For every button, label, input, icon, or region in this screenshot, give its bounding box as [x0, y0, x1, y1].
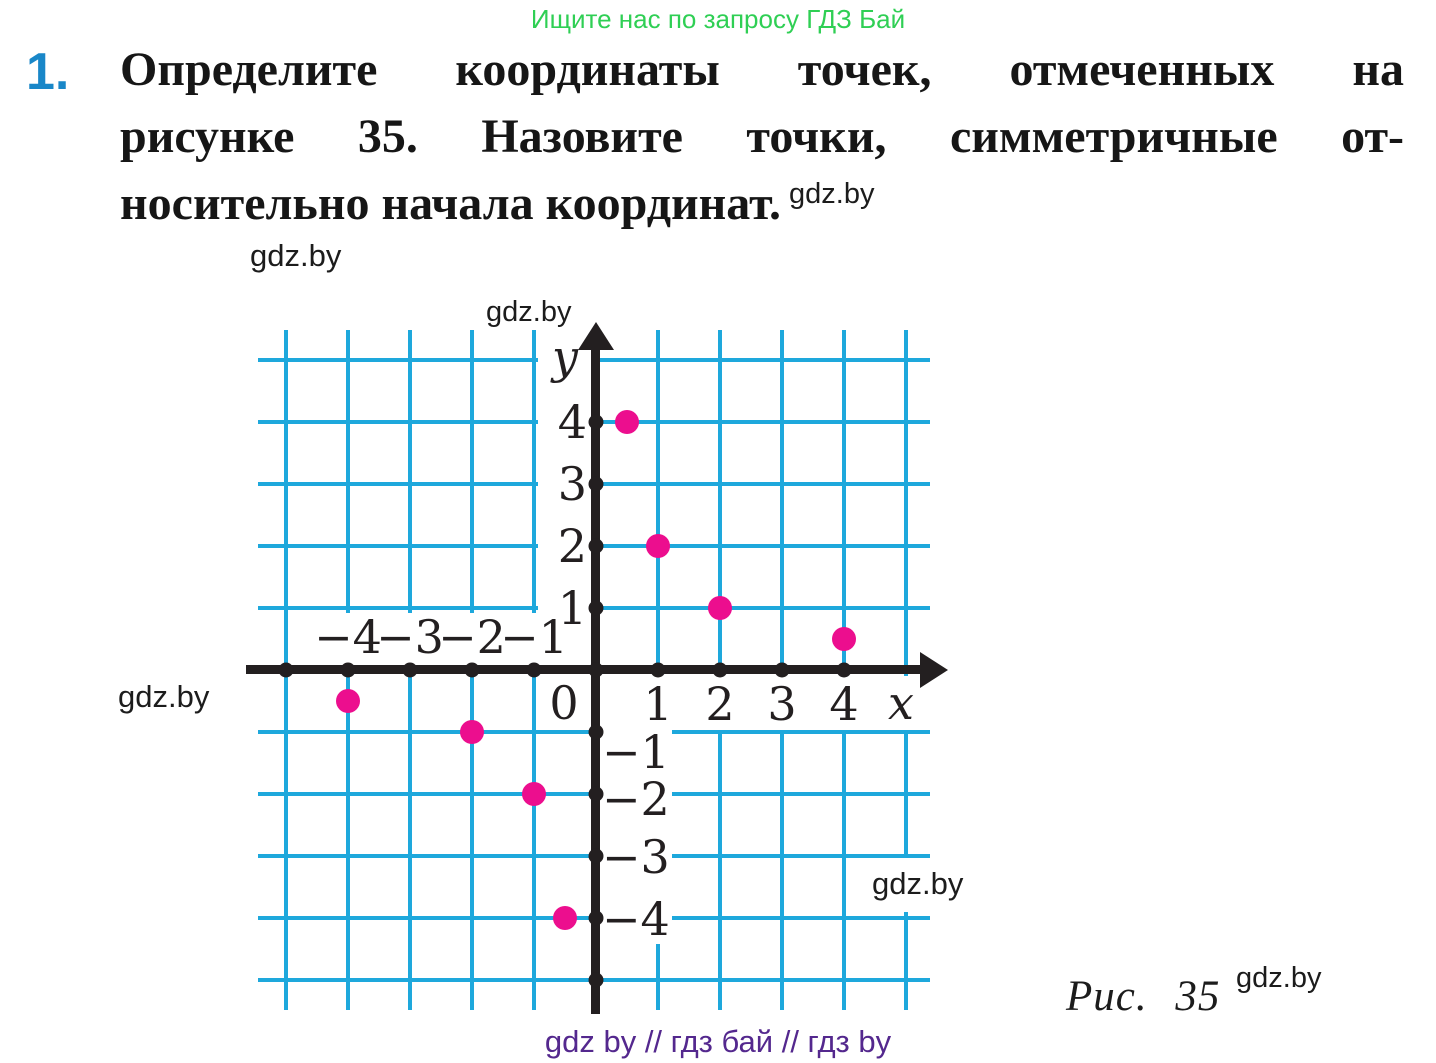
x-axis-tick-dot — [464, 662, 480, 678]
problem-statement: Определите координаты точек, отмеченных … — [120, 36, 1404, 244]
y-tick-label: −3 — [602, 830, 670, 884]
y-tick-label: 1 — [557, 581, 587, 635]
grid-label-mask — [538, 330, 594, 667]
watermark-caption-side: gdz.by — [1236, 962, 1322, 994]
origin-label: 0 — [549, 676, 579, 730]
figure-caption: Рис. 35 — [1066, 973, 1221, 1020]
y-axis-tick-dot — [588, 476, 604, 492]
x-tick-label: 3 — [767, 677, 797, 731]
grid-label-mask — [305, 613, 563, 666]
watermark-in-grid: gdz.by — [872, 866, 964, 901]
grid-label-mask — [542, 676, 592, 730]
x-axis-tick-dot — [774, 662, 790, 678]
y-axis-arrow-icon — [578, 322, 614, 350]
y-axis-letter: y — [552, 330, 578, 384]
x-axis-letter: x — [888, 676, 914, 730]
data-point — [553, 906, 577, 930]
y-axis-tick-dot — [588, 600, 604, 616]
x-tick-label: 2 — [705, 677, 735, 731]
x-axis-tick-dot — [588, 662, 604, 678]
y-axis-tick-dot — [588, 786, 604, 802]
x-tick-label: −2 — [438, 610, 506, 664]
x-axis-tick-dot — [402, 662, 418, 678]
y-axis — [591, 350, 600, 1014]
y-axis-tick-dot — [588, 724, 604, 740]
y-axis-tick-dot — [588, 538, 604, 554]
problem-line-2: рисунке 35. Назовите точки, симметричные… — [120, 110, 1404, 163]
x-tick-label: 1 — [643, 677, 673, 731]
y-tick-label: 2 — [557, 519, 587, 573]
x-tick-label: −1 — [500, 610, 568, 664]
x-axis-tick-dot — [836, 662, 852, 678]
watermark-above-axis: gdz.by — [486, 296, 572, 328]
y-tick-label: −4 — [602, 892, 670, 946]
x-axis — [246, 665, 922, 674]
footer-seo-tags: gdz by // гдз бай // гдз by — [544, 1024, 892, 1059]
y-tick-label: 4 — [557, 395, 587, 449]
problem-number: 1. — [26, 43, 70, 101]
y-tick-label: −2 — [602, 772, 670, 826]
header-promo-text: Ищите нас по запросу ГДЗ Бай — [530, 4, 906, 34]
x-axis-tick-dot — [712, 662, 728, 678]
watermark-superscript: gdz.by — [789, 178, 875, 210]
y-tick-label: 3 — [557, 457, 587, 511]
x-axis-tick-dot — [526, 662, 542, 678]
problem-line-1: Определите координаты точек, отмеченных … — [120, 43, 1404, 96]
y-tick-label: −1 — [602, 725, 670, 779]
watermark-top-left: gdz.by — [250, 238, 342, 273]
problem-line-3: носительно начала координат. gdz.by — [120, 170, 1404, 244]
data-point — [615, 410, 639, 434]
x-axis-arrow-icon — [920, 652, 948, 688]
x-tick-label: −3 — [376, 610, 444, 664]
grid-label-mask — [854, 858, 972, 912]
x-axis-tick-dot — [278, 662, 294, 678]
data-point — [708, 596, 732, 620]
watermark-left-middle: gdz.by — [118, 679, 210, 714]
data-point — [522, 782, 546, 806]
x-tick-label: 4 — [829, 677, 859, 731]
y-axis-tick-dot — [588, 414, 604, 430]
x-axis-tick-dot — [650, 662, 666, 678]
data-point — [460, 720, 484, 744]
x-axis-tick-dot — [340, 662, 356, 678]
y-axis-tick-dot — [588, 910, 604, 926]
y-axis-tick-dot — [588, 972, 604, 988]
problem-line-3-text: носительно начала координат. — [120, 177, 782, 230]
x-tick-label: −4 — [314, 610, 382, 664]
y-axis-tick-dot — [588, 848, 604, 864]
grid-label-mask — [600, 676, 672, 944]
data-point — [646, 534, 670, 558]
data-point — [832, 627, 856, 651]
data-point — [336, 689, 360, 713]
